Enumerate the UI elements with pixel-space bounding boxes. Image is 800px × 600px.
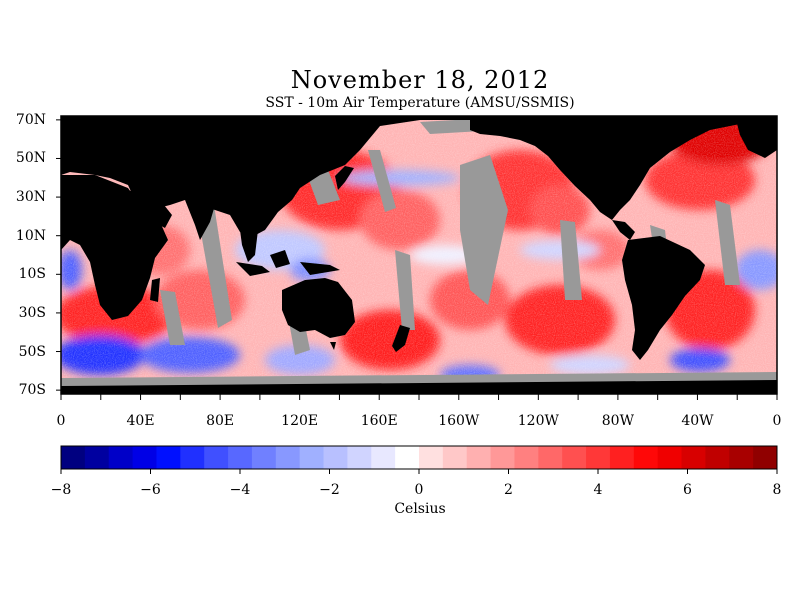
colorbar-swatch (61, 446, 85, 469)
colorbar-swatch (109, 446, 133, 469)
colorbar-swatch (729, 446, 753, 469)
colorbar-unit-label: Celsius (0, 501, 800, 517)
colorbar-swatch (300, 446, 324, 469)
lat-label: 10S (10, 267, 46, 281)
colorbar-tick-label: 4 (578, 482, 618, 498)
colorbar-tick-label: 2 (489, 482, 529, 498)
lon-label: 120W (508, 413, 568, 429)
lon-label: 80W (588, 413, 648, 429)
colorbar-swatch (180, 446, 204, 469)
colorbar-swatch (252, 446, 276, 469)
colorbar-swatch (133, 446, 157, 469)
lon-label: 0 (747, 413, 800, 429)
colorbar-swatch (682, 446, 706, 469)
colorbar-swatch (562, 446, 586, 469)
colorbar-swatch (586, 446, 610, 469)
colorbar-swatch (85, 446, 109, 469)
colorbar-tick-label: 0 (399, 482, 439, 498)
colorbar-swatch (228, 446, 252, 469)
colorbar-tick-label: 6 (668, 482, 708, 498)
lon-label: 80E (190, 413, 250, 429)
lon-label: 160E (349, 413, 409, 429)
colorbar-swatch (371, 446, 395, 469)
colorbar-swatch (324, 446, 348, 469)
lat-label: 50S (10, 345, 46, 359)
colorbar-swatch (395, 446, 419, 469)
colorbar-swatch (276, 446, 300, 469)
colorbar-swatch (538, 446, 562, 469)
lon-label: 120E (270, 413, 330, 429)
colorbar-swatch (347, 446, 371, 469)
lat-label: 30N (10, 190, 46, 204)
lon-tick-marks (61, 394, 777, 400)
lat-label: 70S (10, 383, 46, 397)
colorbar-tick-marks (61, 469, 777, 474)
colorbar (61, 446, 778, 469)
colorbar-swatch (705, 446, 729, 469)
lat-label: 70N (10, 113, 46, 127)
lon-label: 40E (111, 413, 171, 429)
colorbar-swatch (753, 446, 777, 469)
colorbar-swatch (634, 446, 658, 469)
lat-label: 50N (10, 151, 46, 165)
colorbar-swatch (514, 446, 538, 469)
colorbar-tick-label: −6 (131, 482, 171, 498)
colorbar-swatch (443, 446, 467, 469)
lat-label: 30S (10, 306, 46, 320)
colorbar-tick-label: −8 (41, 482, 81, 498)
colorbar-swatch (419, 446, 443, 469)
colorbar-tick-label: −2 (310, 482, 350, 498)
colorbar-swatch (204, 446, 228, 469)
colorbar-swatch (658, 446, 682, 469)
lon-label: 160W (429, 413, 489, 429)
lon-label: 0 (31, 413, 91, 429)
lon-label: 40W (667, 413, 727, 429)
colorbar-swatch (491, 446, 515, 469)
colorbar-swatch (610, 446, 634, 469)
colorbar-tick-label: 8 (757, 482, 797, 498)
colorbar-swatch (156, 446, 180, 469)
lat-label: 10N (10, 229, 46, 243)
colorbar-tick-label: −4 (220, 482, 260, 498)
colorbar-swatch (467, 446, 491, 469)
